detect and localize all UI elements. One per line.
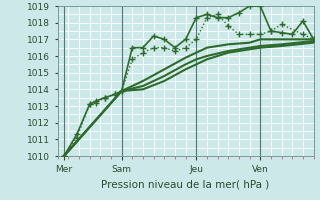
- X-axis label: Pression niveau de la mer( hPa ): Pression niveau de la mer( hPa ): [101, 180, 270, 190]
